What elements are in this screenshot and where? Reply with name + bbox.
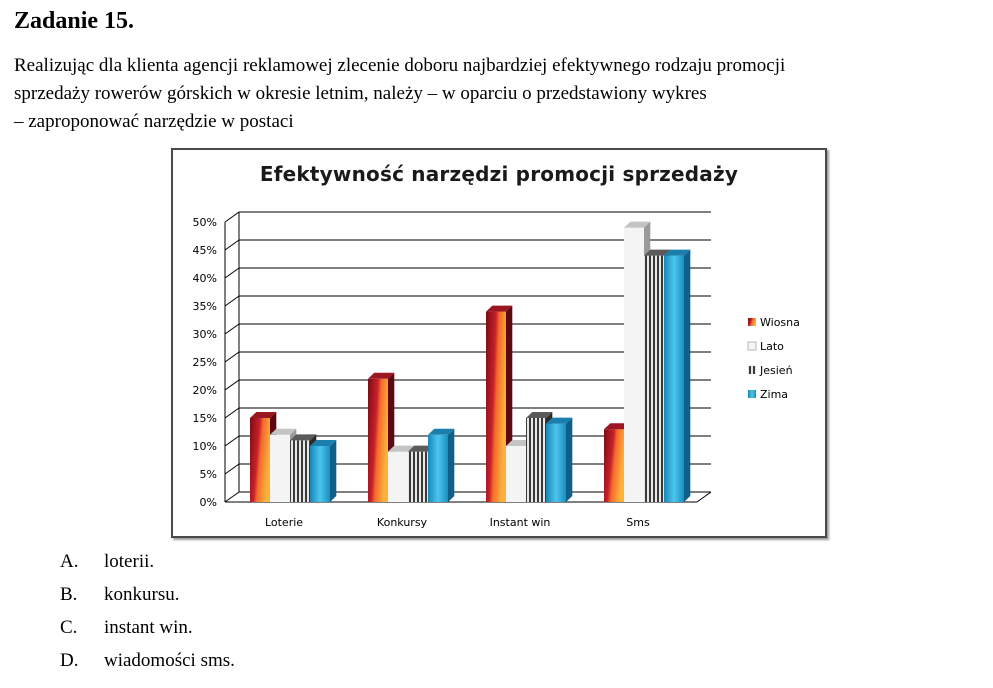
bar-front	[368, 378, 388, 502]
answer-text: instant win.	[104, 617, 193, 638]
question-line: sprzedaży rowerów górskich w okresie let…	[14, 83, 707, 104]
y-tick-label: 0%	[200, 496, 217, 509]
bar-top	[428, 428, 455, 435]
bar-top	[388, 445, 415, 452]
bar-top	[664, 249, 691, 256]
legend-label: Jesień	[759, 364, 793, 377]
y-tick-label: 20%	[193, 384, 217, 397]
answer-letter: C.	[60, 617, 78, 638]
bar-front	[408, 451, 428, 502]
y-tick-label: 10%	[193, 440, 217, 453]
answer-letter: B.	[60, 584, 78, 605]
bar-side	[448, 428, 455, 502]
answer-text: loterii.	[104, 551, 155, 572]
legend-swatch	[747, 341, 757, 351]
question-line: Realizując dla klienta agencji reklamowe…	[14, 55, 786, 76]
bar-front	[388, 451, 408, 502]
chart-frame: Efektywność narzędzi promocji sprzedaży …	[171, 148, 827, 538]
gridline-depth	[224, 323, 240, 335]
question-line: – zaproponować narzędzie w postaci	[14, 111, 294, 132]
gridline-depth	[224, 435, 240, 447]
bar-front	[486, 311, 506, 502]
x-tick-label: Konkursy	[377, 516, 428, 529]
bar-top	[408, 445, 435, 452]
y-tick-label: 50%	[193, 216, 217, 229]
x-tick-label: Instant win	[490, 516, 551, 529]
chart-plot: 0% 5% 10% 15% 20% 25% 30% 35% 40% 45% 50% Loterie Ko…	[193, 211, 800, 529]
bar-top	[546, 417, 573, 424]
bar-front	[428, 434, 448, 502]
bar-top	[624, 221, 651, 228]
gridline-depth	[224, 407, 240, 419]
legend-label: Zima	[760, 388, 788, 401]
bar-side	[684, 249, 691, 502]
legend-swatch	[748, 318, 756, 326]
bar-front	[270, 434, 290, 502]
bar-top	[250, 412, 277, 418]
y-tick-label: 5%	[200, 468, 217, 481]
bar-front	[644, 255, 664, 502]
gridline-depth	[224, 211, 240, 223]
bar-top	[310, 440, 337, 446]
y-tick-label: 15%	[193, 412, 217, 425]
y-tick-label: 30%	[193, 328, 217, 341]
bar-top	[486, 305, 513, 312]
bar-front	[624, 227, 644, 502]
bar-front	[664, 255, 684, 502]
bar-top	[604, 423, 631, 430]
chart-title: Efektywność narzędzi promocji sprzedaży	[259, 162, 739, 186]
bar-top	[290, 434, 317, 441]
answer-letter: A.	[60, 551, 79, 572]
legend-label: Wiosna	[760, 316, 800, 329]
answer-text: konkursu.	[104, 584, 180, 605]
bar-front	[604, 429, 624, 502]
bar	[310, 440, 337, 502]
y-tick-label: 25%	[193, 356, 217, 369]
gridline-depth	[224, 239, 240, 251]
bar-top	[506, 440, 533, 446]
gridline-depth	[224, 491, 240, 503]
answer-text: wiadomości sms.	[104, 650, 235, 671]
bar-front	[290, 440, 310, 502]
bar-front	[546, 423, 566, 502]
bar-top	[644, 249, 671, 256]
legend-swatch	[748, 366, 756, 374]
answer-letter: D.	[60, 650, 79, 671]
x-tick-label: Sms	[626, 516, 650, 529]
bar	[664, 249, 691, 502]
x-tick-label: Loterie	[265, 516, 303, 529]
gridline-depth	[224, 295, 240, 307]
y-tick-label: 35%	[193, 300, 217, 313]
y-tick-label: 40%	[193, 272, 217, 285]
bar-front	[250, 418, 270, 502]
bar-top	[368, 372, 395, 379]
legend-swatch	[748, 390, 756, 398]
bar-top	[270, 428, 297, 435]
bar	[546, 417, 573, 502]
gridline-depth	[224, 463, 240, 475]
bar-front	[506, 446, 526, 502]
bar-top	[526, 412, 553, 418]
bar-front	[526, 418, 546, 502]
question-text: Realizując dla klienta agencji reklamowe…	[14, 52, 976, 136]
gridline-depth	[224, 351, 240, 363]
bar-front	[310, 446, 330, 502]
bar-side	[566, 417, 573, 502]
x-axis-depth	[696, 491, 712, 503]
bar-side	[330, 440, 337, 502]
y-tick-label: 45%	[193, 244, 217, 257]
legend-label: Lato	[760, 340, 784, 353]
gridline-depth	[224, 379, 240, 391]
bar	[428, 428, 455, 502]
question-title: Zadanie 15.	[14, 8, 135, 34]
gridline-depth	[224, 267, 240, 279]
